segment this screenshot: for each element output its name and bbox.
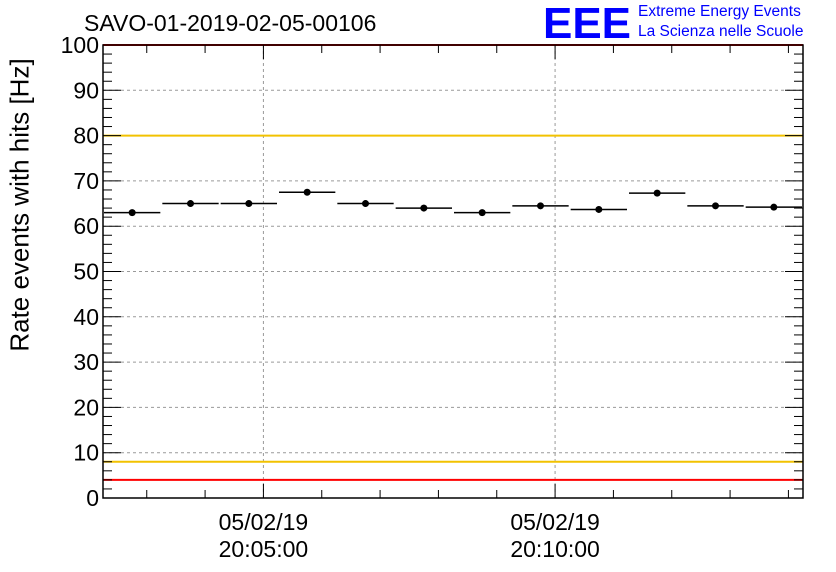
x-tick-label-date: 05/02/19 [510,509,600,535]
y-tick-label: 30 [73,349,99,375]
data-point [303,188,311,196]
logo-line-1: Extreme Energy Events [638,3,801,20]
y-tick-label: 20 [73,394,99,420]
y-tick-label: 60 [73,213,99,239]
eee-logo-letters: EEE [543,0,631,44]
chart-title: SAVO-01-2019-02-05-00106 [84,10,377,36]
x-tick-label-date: 05/02/19 [219,509,309,535]
eee-logo-mark: EEE [543,0,631,44]
data-point [420,204,428,212]
data-point [128,209,136,217]
y-tick-label: 0 [86,485,99,511]
data-point [478,209,486,217]
logo-line-2: La Scienza nelle Scuole [638,23,804,40]
data-point [712,202,719,210]
data-point [362,200,369,208]
y-tick-label: 40 [73,304,99,330]
data-point [245,200,253,208]
y-tick-label: 70 [73,168,99,194]
y-tick-label: 80 [73,123,99,149]
y-tick-label: 100 [61,32,99,58]
eee-logo-caption: Extreme Energy Events La Scienza nelle S… [638,2,803,42]
data-point [537,202,544,210]
data-point [187,200,194,208]
y-tick-label: 50 [73,259,99,285]
x-tick-label-time: 20:05:00 [219,536,309,562]
x-tick-label-time: 20:10:00 [510,536,600,562]
y-tick-label: 90 [73,77,99,103]
data-point [653,189,661,197]
y-tick-label: 10 [73,440,99,466]
data-point [770,203,778,211]
data-point [595,205,603,213]
